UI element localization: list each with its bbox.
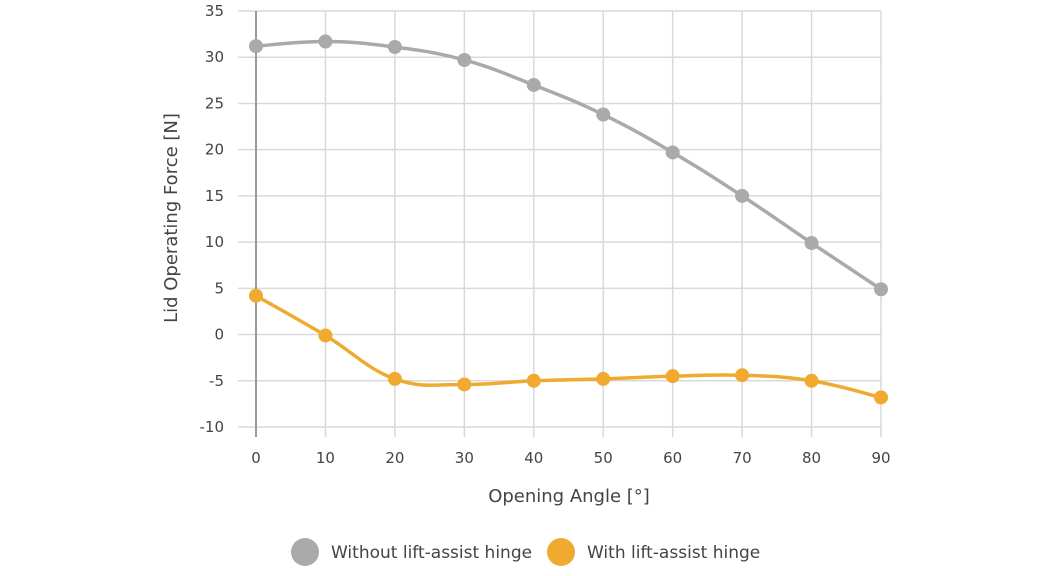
y-tick-label: 0	[214, 326, 224, 344]
data-point[interactable]	[249, 39, 263, 54]
legend: Without lift-assist hinge With lift-assi…	[291, 538, 760, 566]
x-tick-label: 50	[594, 449, 613, 467]
legend-swatch	[291, 538, 319, 566]
legend-item-with-lift-assist[interactable]: With lift-assist hinge	[547, 538, 760, 566]
x-tick-label: 0	[251, 449, 261, 467]
data-point[interactable]	[804, 373, 819, 388]
data-point[interactable]	[665, 145, 680, 160]
data-point[interactable]	[874, 282, 888, 297]
y-tick-label: -5	[209, 372, 224, 390]
data-point[interactable]	[665, 369, 680, 384]
data-point[interactable]	[735, 368, 750, 383]
data-point[interactable]	[318, 34, 333, 49]
y-tick-label: -10	[200, 418, 225, 436]
data-point[interactable]	[596, 371, 611, 386]
x-axis-title: Opening Angle [°]	[488, 486, 650, 507]
y-tick-label: 20	[205, 141, 224, 159]
data-point[interactable]	[318, 328, 333, 343]
y-tick-label: 10	[205, 233, 224, 251]
series-line	[254, 293, 883, 400]
series-without-lift-assist	[249, 34, 888, 297]
y-tick-label: 35	[205, 2, 224, 20]
legend-label: Without lift-assist hinge	[331, 543, 532, 563]
x-tick-label: 20	[385, 449, 404, 467]
y-tick-label: 15	[205, 187, 224, 205]
grid	[238, 10, 882, 437]
data-point[interactable]	[526, 373, 541, 388]
data-point[interactable]	[387, 40, 402, 55]
data-point[interactable]	[804, 236, 819, 251]
data-point[interactable]	[526, 77, 541, 92]
x-tick-label: 60	[663, 449, 682, 467]
data-point[interactable]	[596, 107, 611, 122]
x-tick-label: 40	[524, 449, 543, 467]
legend-swatch	[547, 538, 575, 566]
series	[249, 34, 888, 405]
data-point[interactable]	[735, 188, 750, 203]
x-tick-label: 30	[455, 449, 474, 467]
data-point[interactable]	[874, 390, 888, 405]
y-axis-title: Lid Operating Force [N]	[161, 113, 182, 323]
x-tick-label: 70	[733, 449, 752, 467]
y-tick-label: 30	[205, 48, 224, 66]
y-tick-label: 25	[205, 94, 224, 112]
series-line	[254, 39, 883, 292]
y-tick-label: 5	[214, 279, 224, 297]
legend-label: With lift-assist hinge	[587, 543, 760, 563]
data-point[interactable]	[249, 288, 263, 303]
legend-item-without-lift-assist[interactable]: Without lift-assist hinge	[291, 538, 532, 566]
data-point[interactable]	[387, 371, 402, 386]
data-point[interactable]	[457, 377, 472, 392]
x-tick-label: 10	[316, 449, 335, 467]
x-tick-label: 90	[871, 449, 890, 467]
series-with-lift-assist	[249, 288, 888, 405]
x-tick-label: 80	[802, 449, 821, 467]
data-point[interactable]	[457, 52, 472, 67]
